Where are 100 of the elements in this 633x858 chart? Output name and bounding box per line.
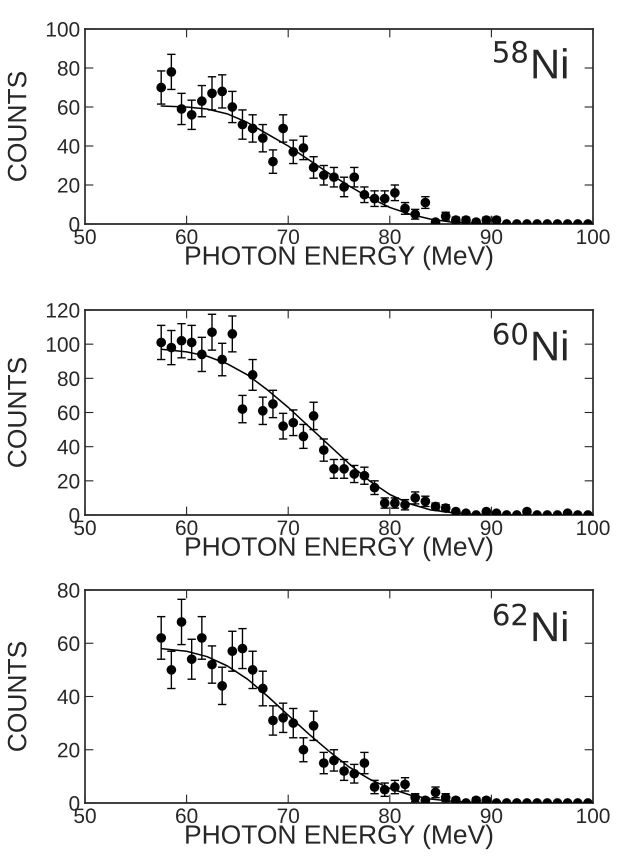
point (207, 660, 217, 670)
y-axis-title: COUNTS (8, 72, 26, 181)
x-axis-title: PHOTON ENERGY (MeV) (186, 536, 492, 562)
point (196, 96, 207, 106)
point (349, 172, 360, 182)
x-tick-label: 80 (379, 808, 401, 824)
x-tick-label: 80 (379, 229, 401, 244)
point (481, 506, 492, 515)
point (238, 120, 248, 130)
point (176, 104, 186, 114)
x-tick-label: 100 (577, 520, 610, 536)
point (370, 782, 380, 792)
point (329, 464, 339, 474)
y-tick-label: 120 (46, 303, 80, 318)
point (318, 758, 329, 768)
point (380, 194, 390, 204)
x-tick-label: 80 (379, 520, 401, 536)
point (360, 758, 370, 768)
x-tick-label: 90 (480, 229, 502, 244)
point (196, 633, 207, 643)
y-axis-title: COUNTS (8, 642, 26, 751)
x-tick-label: 70 (278, 520, 299, 536)
point (308, 411, 318, 421)
point (349, 768, 360, 779)
y-axis-title: COUNTS (8, 358, 26, 467)
point (217, 354, 228, 364)
point (186, 338, 197, 348)
point (156, 338, 166, 348)
annotation: $^{58}$Ni (494, 40, 567, 78)
x-tick-label: 70 (278, 808, 299, 824)
point (288, 418, 298, 428)
point (298, 143, 308, 153)
point (207, 88, 217, 98)
annotation: $^{62}$Ni (494, 604, 567, 642)
point (522, 506, 532, 515)
point (248, 665, 258, 675)
point (308, 720, 318, 731)
point (329, 756, 339, 766)
point (227, 646, 238, 656)
y-tick-label: 60 (58, 100, 80, 115)
annotation: $^{60}$Ni (494, 322, 567, 360)
point (278, 712, 288, 723)
point (450, 795, 461, 803)
point (258, 406, 268, 416)
x-tick-label: 100 (577, 808, 610, 824)
y-tick-label: 40 (57, 440, 80, 454)
point (339, 464, 349, 474)
y-tick-label: 80 (58, 583, 80, 598)
point (339, 766, 349, 776)
point (166, 665, 176, 675)
point (318, 445, 329, 455)
y-tick-label: 80 (58, 61, 80, 76)
point (349, 469, 360, 479)
point (288, 718, 298, 728)
point (400, 780, 410, 790)
point (258, 684, 268, 694)
x-axis-title: PHOTON ENERGY (MeV) (186, 246, 492, 270)
y-tick-label: 100 (46, 22, 80, 37)
x-tick-label: 60 (176, 808, 198, 824)
x-tick-label: 60 (176, 520, 198, 536)
point (268, 156, 278, 166)
point (217, 680, 228, 691)
x-tick-label: 70 (278, 229, 299, 244)
y-tick-label: 100 (46, 337, 80, 352)
point (298, 432, 308, 442)
point (217, 86, 228, 96)
point (196, 350, 207, 360)
point (186, 110, 197, 120)
point (278, 421, 288, 432)
y-tick-label: 20 (58, 474, 80, 489)
point (238, 404, 248, 414)
point (308, 162, 318, 172)
point (268, 399, 278, 409)
y-tick-label: 40 (57, 139, 80, 154)
y-tick-label: 80 (58, 371, 80, 386)
point (360, 190, 370, 200)
point (278, 124, 288, 134)
y-tick-label: 60 (58, 406, 80, 420)
y-tick-label: 20 (58, 742, 80, 758)
point (390, 782, 400, 792)
point (329, 172, 339, 182)
point (298, 744, 308, 755)
point (318, 170, 329, 180)
point (288, 146, 298, 157)
y-tick-label: 60 (58, 636, 80, 652)
point (258, 133, 268, 144)
point (176, 617, 186, 627)
x-tick-label: 60 (176, 229, 198, 244)
x-tick-label: 100 (577, 229, 610, 244)
point (268, 716, 278, 726)
point (186, 654, 197, 664)
point (360, 470, 370, 481)
point (390, 188, 400, 198)
point (156, 633, 166, 643)
x-tick-label: 90 (480, 808, 502, 824)
y-tick-label: 20 (58, 178, 80, 193)
point (227, 329, 238, 339)
point (207, 327, 217, 338)
y-tick-label: 40 (57, 690, 80, 704)
point (166, 342, 176, 352)
